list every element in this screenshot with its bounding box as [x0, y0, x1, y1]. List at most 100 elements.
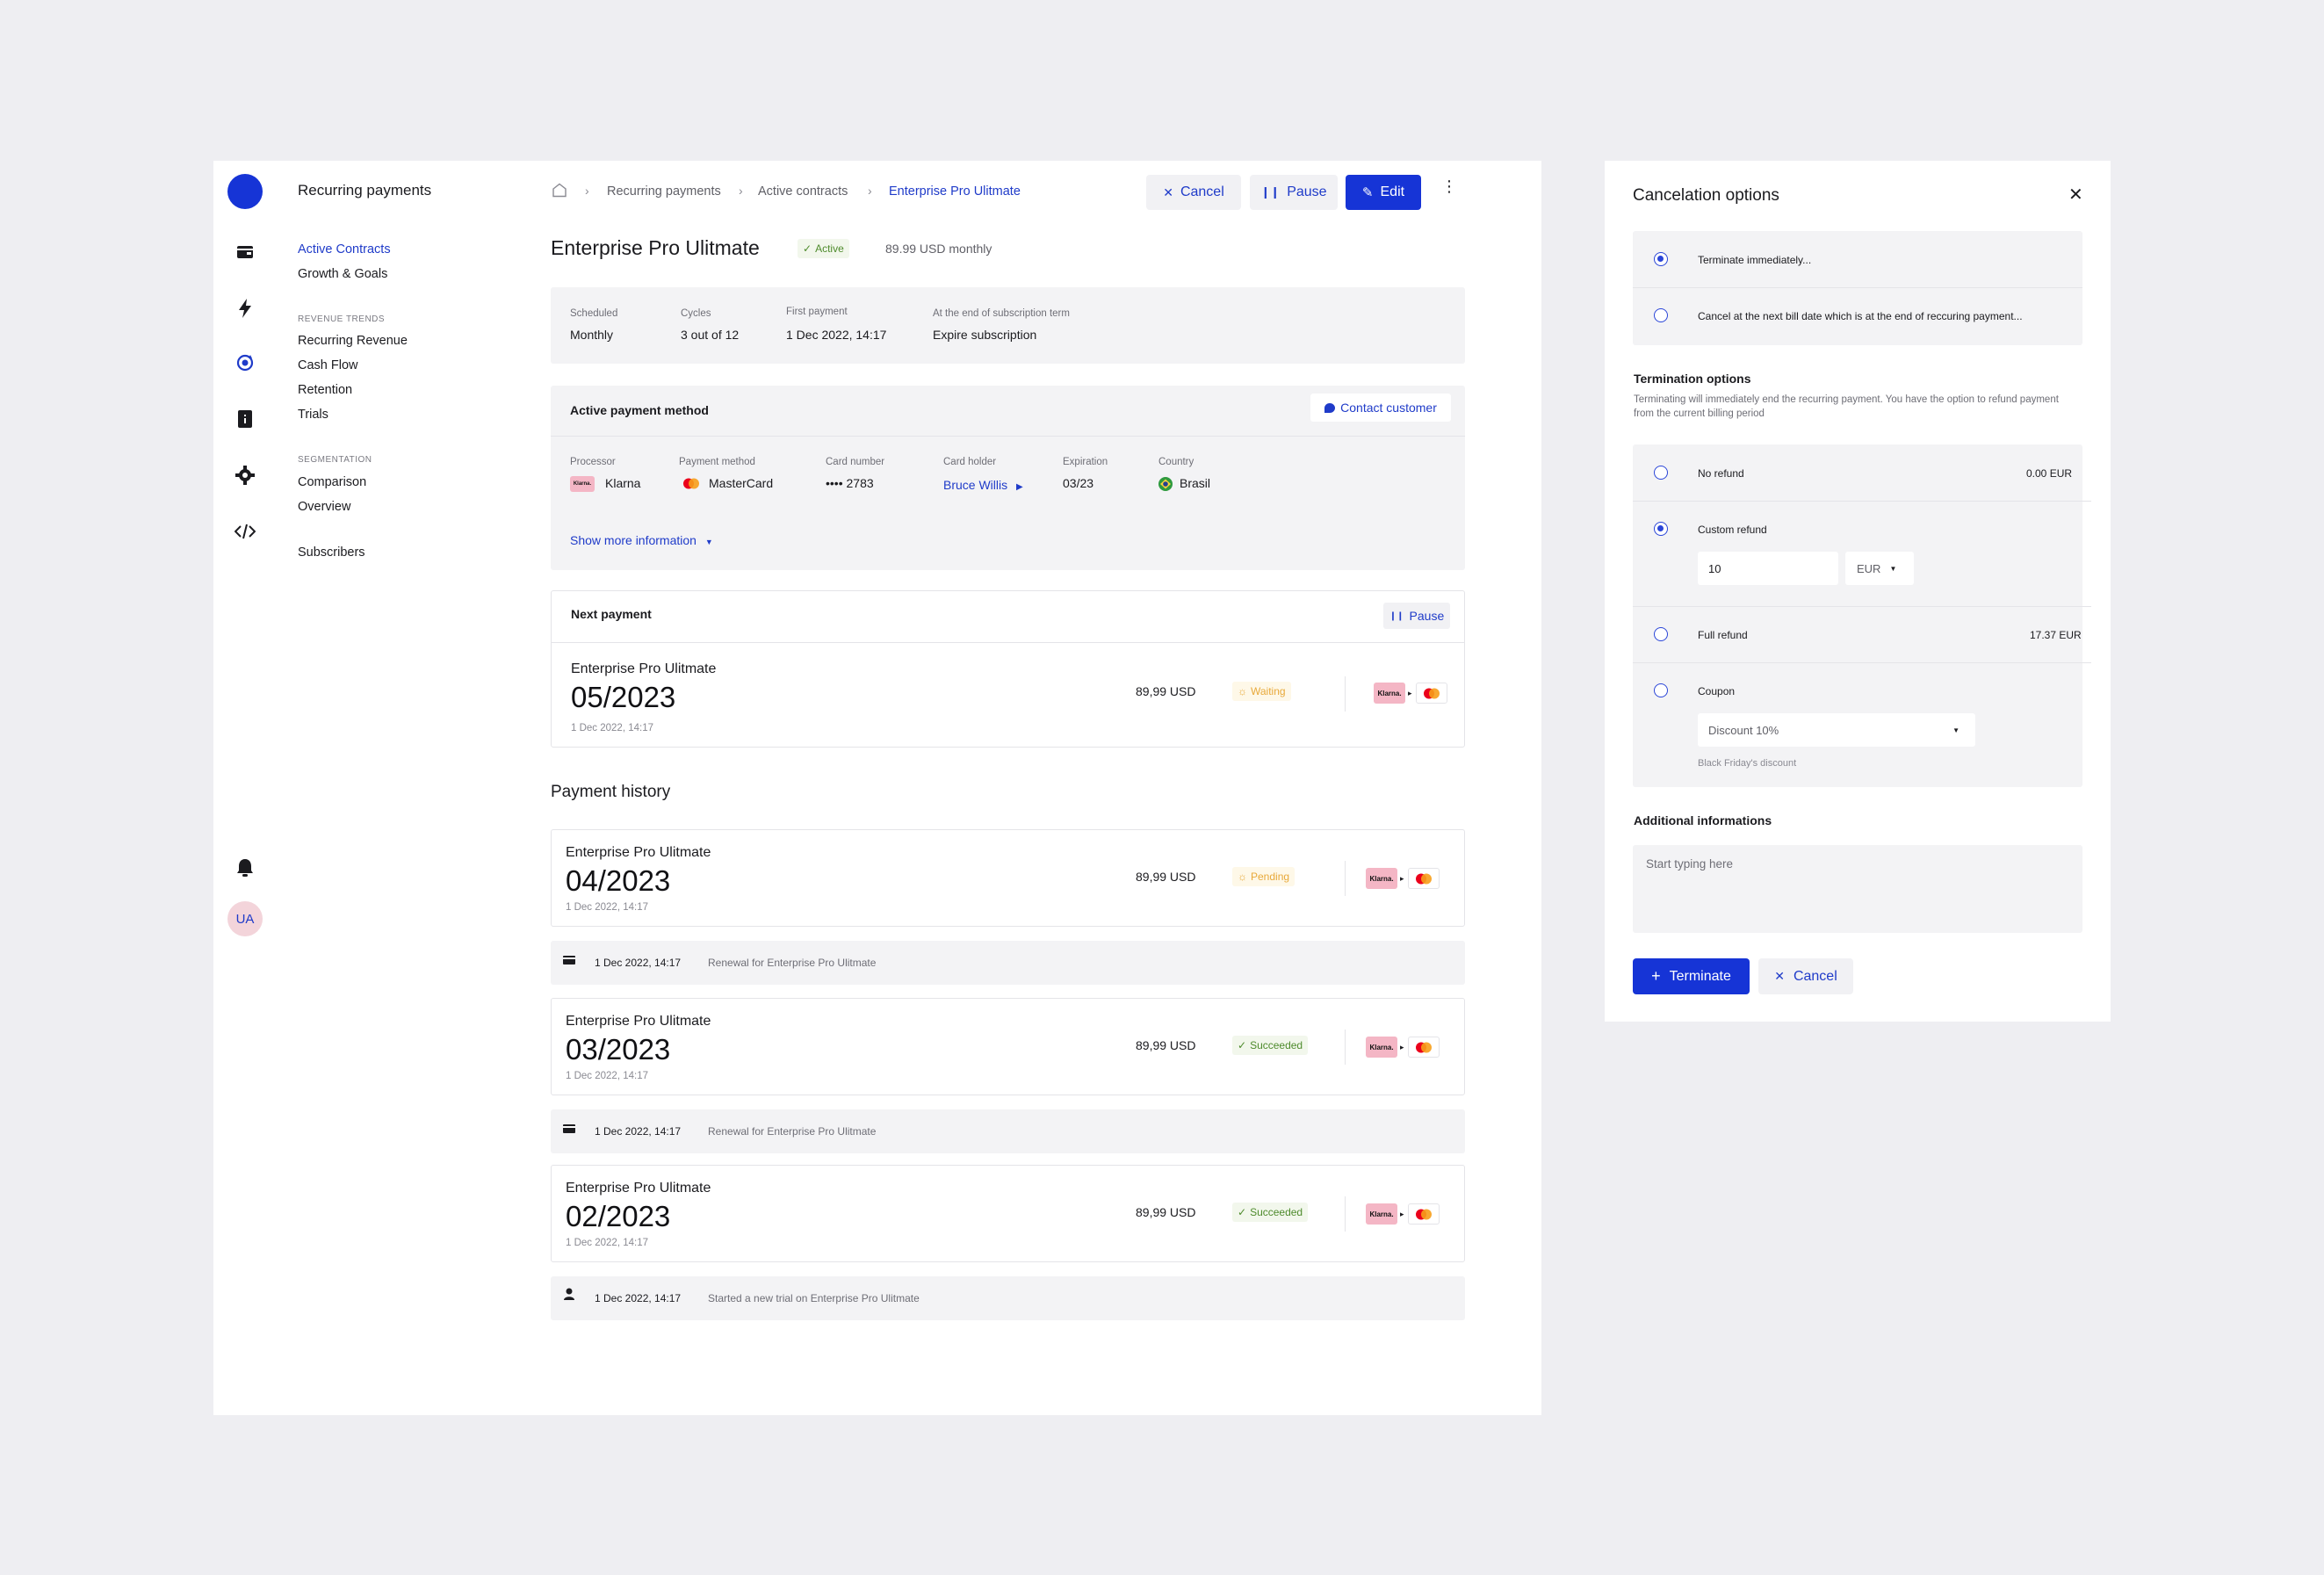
- coupon-select[interactable]: Discount 10% ▼: [1698, 713, 1975, 747]
- terminate-label: Terminate: [1669, 968, 1731, 984]
- summary-value: 1 Dec 2022, 14:17: [786, 328, 887, 342]
- more-menu-icon[interactable]: ⋮: [1441, 177, 1457, 195]
- breadcrumb-separator: ›: [868, 184, 872, 198]
- payment-date: 1 Dec 2022, 14:17: [566, 1238, 648, 1248]
- pause-icon: ❙❙: [1260, 185, 1281, 199]
- full-refund-radio[interactable]: [1654, 627, 1668, 641]
- pause-button[interactable]: ❙❙ Pause: [1250, 175, 1338, 210]
- nav-item-retention[interactable]: Retention: [298, 383, 353, 397]
- breadcrumb-active-contracts[interactable]: Active contracts: [758, 184, 848, 199]
- next-payment-pause-button[interactable]: ❙❙ Pause: [1383, 603, 1450, 629]
- code-icon[interactable]: [231, 517, 259, 545]
- sun-icon: ☼: [1238, 685, 1247, 697]
- price-label: 89.99 USD monthly: [885, 242, 992, 256]
- payment-amount: 89,99 USD: [1136, 870, 1196, 884]
- chevron-down-icon: ▼: [704, 538, 713, 546]
- card-holder-link[interactable]: Bruce Willis ▶: [943, 478, 1023, 492]
- custom-refund-label[interactable]: Custom refund: [1698, 524, 1767, 536]
- status-badge: ✓ Succeeded: [1232, 1036, 1309, 1055]
- option-cancel-next-bill-radio[interactable]: [1654, 308, 1668, 322]
- nav-item-active-contracts[interactable]: Active Contracts: [298, 242, 391, 256]
- summary-card: Scheduled Monthly Cycles 3 out of 12 Fir…: [551, 287, 1465, 364]
- payment-amount: 89,99 USD: [1136, 1038, 1196, 1052]
- edit-button[interactable]: ✎ Edit: [1346, 175, 1421, 210]
- nav-item-growth-goals[interactable]: Growth & Goals: [298, 267, 388, 281]
- payment-row[interactable]: Enterprise Pro Ulitmate 02/2023 1 Dec 20…: [551, 1165, 1465, 1262]
- field-value: Klarna: [605, 476, 641, 490]
- nav-item-subscribers[interactable]: Subscribers: [298, 545, 365, 560]
- payment-row[interactable]: Enterprise Pro Ulitmate 04/2023 1 Dec 20…: [551, 829, 1465, 927]
- document-icon[interactable]: [231, 405, 259, 433]
- bolt-icon[interactable]: [231, 294, 259, 322]
- additional-info-textarea[interactable]: Start typing here: [1633, 845, 2082, 933]
- contact-customer-button[interactable]: Contact customer: [1310, 394, 1451, 422]
- field-label: Expiration: [1063, 457, 1108, 467]
- summary-label: Scheduled: [570, 308, 618, 319]
- nav-item-recurring-revenue[interactable]: Recurring Revenue: [298, 334, 408, 348]
- history-log-item: 1 Dec 2022, 14:17 Renewal for Enterprise…: [551, 1109, 1465, 1153]
- close-icon[interactable]: ✕: [2068, 185, 2083, 205]
- divider: [1345, 1030, 1346, 1065]
- option-terminate-label[interactable]: Terminate immediately...: [1698, 254, 1812, 266]
- page-title: Enterprise Pro Ulitmate: [551, 236, 760, 259]
- recurring-icon[interactable]: [231, 349, 259, 377]
- summary-value: 3 out of 12: [681, 328, 740, 342]
- cancel-button[interactable]: ✕ Cancel: [1146, 175, 1241, 210]
- custom-refund-radio[interactable]: [1654, 522, 1668, 536]
- gear-icon[interactable]: [231, 461, 259, 489]
- payment-history-title: Payment history: [551, 783, 671, 801]
- payment-method-title: Active payment method: [570, 403, 709, 417]
- field-value: MasterCard: [709, 476, 774, 490]
- nav-item-overview[interactable]: Overview: [298, 500, 351, 514]
- breadcrumb-current[interactable]: Enterprise Pro Ulitmate: [889, 184, 1021, 199]
- card-icon: [563, 954, 575, 970]
- summary-label: At the end of subscription term: [933, 308, 1070, 319]
- terminate-button[interactable]: + Terminate: [1633, 958, 1750, 994]
- app-logo[interactable]: [227, 174, 263, 209]
- textarea-placeholder: Start typing here: [1646, 857, 1734, 871]
- next-payment-card: Next payment ❙❙ Pause Enterprise Pro Uli…: [551, 590, 1465, 748]
- contact-customer-label: Contact customer: [1340, 401, 1437, 415]
- payment-name: Enterprise Pro Ulitmate: [566, 845, 711, 860]
- nav-item-trials[interactable]: Trials: [298, 408, 328, 422]
- option-terminate-radio[interactable]: [1654, 252, 1668, 266]
- pause-label: Pause: [1409, 609, 1445, 623]
- payment-amount: 89,99 USD: [1136, 684, 1196, 698]
- currency-select[interactable]: EUR ▼: [1845, 552, 1914, 585]
- field-label: Card holder: [943, 457, 997, 467]
- wallet-icon[interactable]: [231, 238, 259, 266]
- status-badge: ☼ Pending: [1232, 867, 1296, 886]
- bell-icon[interactable]: [231, 854, 259, 882]
- pencil-icon: ✎: [1361, 185, 1374, 200]
- nav-item-cash-flow[interactable]: Cash Flow: [298, 358, 358, 372]
- divider: [1633, 287, 2082, 288]
- avatar[interactable]: UA: [227, 901, 263, 936]
- summary-label: First payment: [786, 307, 848, 317]
- show-more-link[interactable]: Show more information ▼: [570, 533, 713, 547]
- divider: [1633, 606, 2091, 607]
- breadcrumb-separator: ›: [585, 184, 589, 198]
- klarna-logo: Klarna.: [1366, 1203, 1397, 1225]
- status-badge: ✓ Succeeded: [1232, 1203, 1309, 1222]
- full-refund-label[interactable]: Full refund: [1698, 629, 1748, 641]
- termination-description: Terminating will immediately end the rec…: [1634, 394, 2059, 419]
- nav-item-comparison[interactable]: Comparison: [298, 475, 367, 489]
- custom-refund-input[interactable]: 10: [1698, 552, 1838, 585]
- payment-row[interactable]: Enterprise Pro Ulitmate 03/2023 1 Dec 20…: [551, 998, 1465, 1095]
- log-date: 1 Dec 2022, 14:17: [595, 957, 682, 969]
- next-payment-title: Next payment: [571, 607, 652, 621]
- divider: [1345, 1196, 1346, 1232]
- plus-icon: +: [1651, 967, 1661, 985]
- mastercard-icon: [1408, 1037, 1440, 1058]
- home-icon[interactable]: [552, 183, 567, 202]
- field-value: 03/23: [1063, 476, 1094, 490]
- panel-cancel-button[interactable]: ✕ Cancel: [1758, 958, 1853, 994]
- log-date: 1 Dec 2022, 14:17: [595, 1292, 682, 1304]
- status-badge-label: Active: [815, 242, 844, 255]
- coupon-label[interactable]: Coupon: [1698, 685, 1736, 697]
- breadcrumb-recurring-payments[interactable]: Recurring payments: [607, 184, 721, 199]
- option-cancel-next-bill-label[interactable]: Cancel at the next bill date which is at…: [1698, 310, 2023, 322]
- coupon-radio[interactable]: [1654, 683, 1668, 697]
- no-refund-label[interactable]: No refund: [1698, 467, 1744, 480]
- no-refund-radio[interactable]: [1654, 466, 1668, 480]
